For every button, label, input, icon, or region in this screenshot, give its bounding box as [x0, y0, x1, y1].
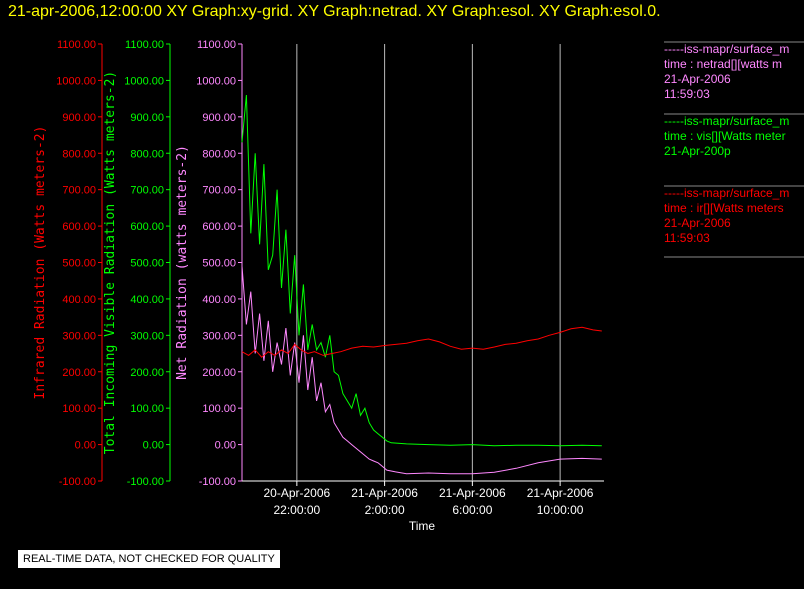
y-tick-label-ir: 700.00 — [62, 185, 96, 197]
y-tick-label-vis: 1100.00 — [125, 39, 164, 51]
y-tick-label-ir: 400.00 — [62, 294, 96, 306]
y-tick-label-vis: 300.00 — [130, 330, 164, 342]
x-tick-label: 10:00:00 — [537, 503, 584, 517]
y-tick-label-net: 100.00 — [202, 403, 236, 415]
y-tick-label-net: 500.00 — [202, 258, 236, 270]
y-tick-label-vis: 400.00 — [130, 294, 164, 306]
y-tick-label-net: 900.00 — [202, 112, 236, 124]
y-axis-label-ir: Infrared Radiation (Watts meters-2) — [33, 126, 48, 400]
y-tick-label-net: 800.00 — [202, 148, 236, 160]
y-tick-label-vis: 900.00 — [130, 112, 164, 124]
y-tick-label-vis: -100.00 — [127, 476, 164, 488]
x-tick-label: 21-Apr-2006 — [439, 486, 506, 500]
x-tick-label: 2:00:00 — [365, 503, 405, 517]
legend-line: time : vis[][Watts meter — [664, 129, 786, 143]
y-axis-label-net: Net Radiation (watts meters-2) — [175, 145, 190, 380]
y-tick-label-ir: 600.00 — [62, 221, 96, 233]
legend-line: 21-Apr-2006 — [664, 216, 731, 230]
legend-entry-net: -----iss-mapr/surface_m time : netrad[][w… — [664, 42, 789, 102]
y-tick-label-ir: 1100.00 — [57, 39, 96, 51]
legend-line: -----iss-mapr/surface_m — [664, 42, 790, 56]
legend-line: 21-Apr-200p — [664, 144, 731, 158]
y-tick-label-vis: 200.00 — [130, 367, 164, 379]
y-tick-label-net: -100.00 — [199, 476, 236, 488]
series-line-net — [241, 266, 602, 475]
legend-line: time : netrad[][watts m — [664, 57, 783, 71]
x-tick-label: 21-Apr-2006 — [527, 486, 594, 500]
y-tick-label-net: 600.00 — [202, 221, 236, 233]
quality-disclaimer: REAL-TIME DATA, NOT CHECKED FOR QUALITY — [18, 550, 280, 568]
y-tick-label-net: 700.00 — [202, 185, 236, 197]
y-tick-label-ir: 0.00 — [75, 440, 96, 452]
y-tick-label-net: 200.00 — [202, 367, 236, 379]
series-line-ir — [241, 326, 602, 358]
legend-entry-ir: -----iss-mapr/surface_m time : ir[][Watts… — [664, 186, 789, 246]
legend-line: time : ir[][Watts meters — [664, 201, 784, 215]
y-tick-label-vis: 500.00 — [130, 258, 164, 270]
legend-line: -----iss-mapr/surface_m — [664, 114, 790, 128]
x-axis-label: Time — [409, 519, 436, 533]
y-tick-label-net: 0.00 — [215, 440, 236, 452]
y-tick-label-ir: 900.00 — [62, 112, 96, 124]
legend-line: 21-Apr-2006 — [664, 72, 731, 86]
y-tick-label-ir: 200.00 — [62, 367, 96, 379]
y-tick-label-vis: 100.00 — [130, 403, 164, 415]
x-tick-label: 20-Apr-2006 — [263, 486, 330, 500]
y-tick-label-vis: 0.00 — [143, 440, 164, 452]
y-tick-label-vis: 800.00 — [130, 148, 164, 160]
y-tick-label-net: 1100.00 — [197, 39, 236, 51]
chart-title: 21-apr-2006,12:00:00 XY Graph:xy-grid. X… — [8, 3, 661, 20]
y-tick-label-ir: -100.00 — [59, 476, 96, 488]
x-tick-label: 6:00:00 — [452, 503, 492, 517]
y-tick-label-vis: 700.00 — [130, 185, 164, 197]
y-tick-label-ir: 800.00 — [62, 148, 96, 160]
legend-line: 11:59:03 — [664, 87, 710, 101]
y-tick-label-ir: 500.00 — [62, 258, 96, 270]
legend-entry-vis: -----iss-mapr/surface_m time : vis[][Watt… — [664, 114, 789, 159]
y-axis-label-vis: Total Incoming Visible Radiation (Watts … — [103, 71, 118, 455]
y-tick-label-net: 400.00 — [202, 294, 236, 306]
y-tick-label-ir: 300.00 — [62, 330, 96, 342]
x-tick-label: 21-Apr-2006 — [351, 486, 418, 500]
x-tick-label: 22:00:00 — [273, 503, 320, 517]
y-tick-label-net: 300.00 — [202, 330, 236, 342]
y-tick-label-ir: 100.00 — [62, 403, 96, 415]
y-tick-label-vis: 600.00 — [130, 221, 164, 233]
y-tick-label-vis: 1000.00 — [124, 75, 164, 87]
legend-line: 11:59:03 — [664, 231, 710, 245]
y-tick-label-ir: 1000.00 — [56, 75, 96, 87]
legend-line: -----iss-mapr/surface_m — [664, 186, 790, 200]
series-line-vis — [241, 94, 602, 447]
y-tick-label-net: 1000.00 — [196, 75, 236, 87]
